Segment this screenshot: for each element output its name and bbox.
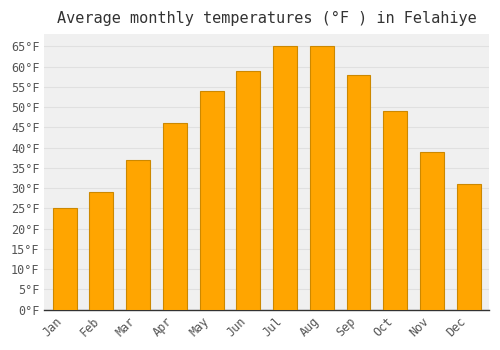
Bar <box>90 192 114 310</box>
Bar <box>310 47 334 310</box>
Bar <box>200 91 224 310</box>
Bar <box>163 123 187 310</box>
Bar <box>273 47 297 310</box>
Bar <box>384 111 407 310</box>
Bar <box>457 184 480 310</box>
Bar <box>126 160 150 310</box>
Bar <box>420 152 444 310</box>
Bar <box>346 75 370 310</box>
Title: Average monthly temperatures (°F ) in Felahiye: Average monthly temperatures (°F ) in Fe… <box>57 11 476 26</box>
Bar <box>236 71 260 310</box>
Bar <box>52 209 76 310</box>
